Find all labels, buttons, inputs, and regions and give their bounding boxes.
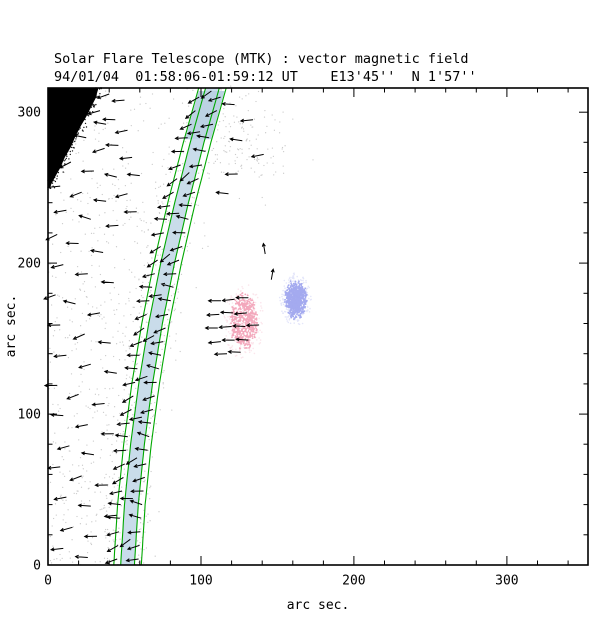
x-tick-label: 100	[189, 574, 212, 589]
y-tick-label: 200	[18, 257, 41, 272]
neutral-line-band-fill	[120, 88, 220, 565]
figure-title: Solar Flare Telescope (MTK) : vector mag…	[54, 51, 469, 67]
x-tick-label: 200	[342, 574, 365, 589]
y-tick-label: 100	[18, 408, 41, 423]
y-tick-label: 0	[33, 559, 41, 574]
y-axis-label: arc sec.	[4, 295, 19, 358]
axis-tick-labels: 0 100 200 300 0 100 200 300	[18, 106, 519, 589]
contour-line	[113, 87, 200, 566]
x-tick-label: 0	[44, 574, 52, 589]
axis-ticks	[47, 88, 588, 566]
field-vector-arrows	[43, 93, 275, 559]
masked-region	[48, 88, 99, 190]
plot-content-layers	[43, 80, 314, 566]
y-tick-label: 300	[18, 106, 41, 121]
plot-border	[47, 87, 589, 566]
contour-line	[140, 87, 227, 566]
x-tick-label: 300	[495, 574, 518, 589]
contour-line	[133, 87, 220, 566]
neutral-line-vector-arrows	[104, 90, 221, 565]
contour-line	[120, 87, 207, 566]
negative-polarity-plage	[283, 280, 308, 321]
figure-subtitle: 94/01/04 01:58:06-01:59:12 UT E13'45'' N…	[54, 69, 477, 85]
x-axis-label: arc sec.	[287, 598, 350, 613]
axes-frame: 0 100 200 300 0 100 200 300 Solar Flare Telesco…	[4, 51, 589, 613]
